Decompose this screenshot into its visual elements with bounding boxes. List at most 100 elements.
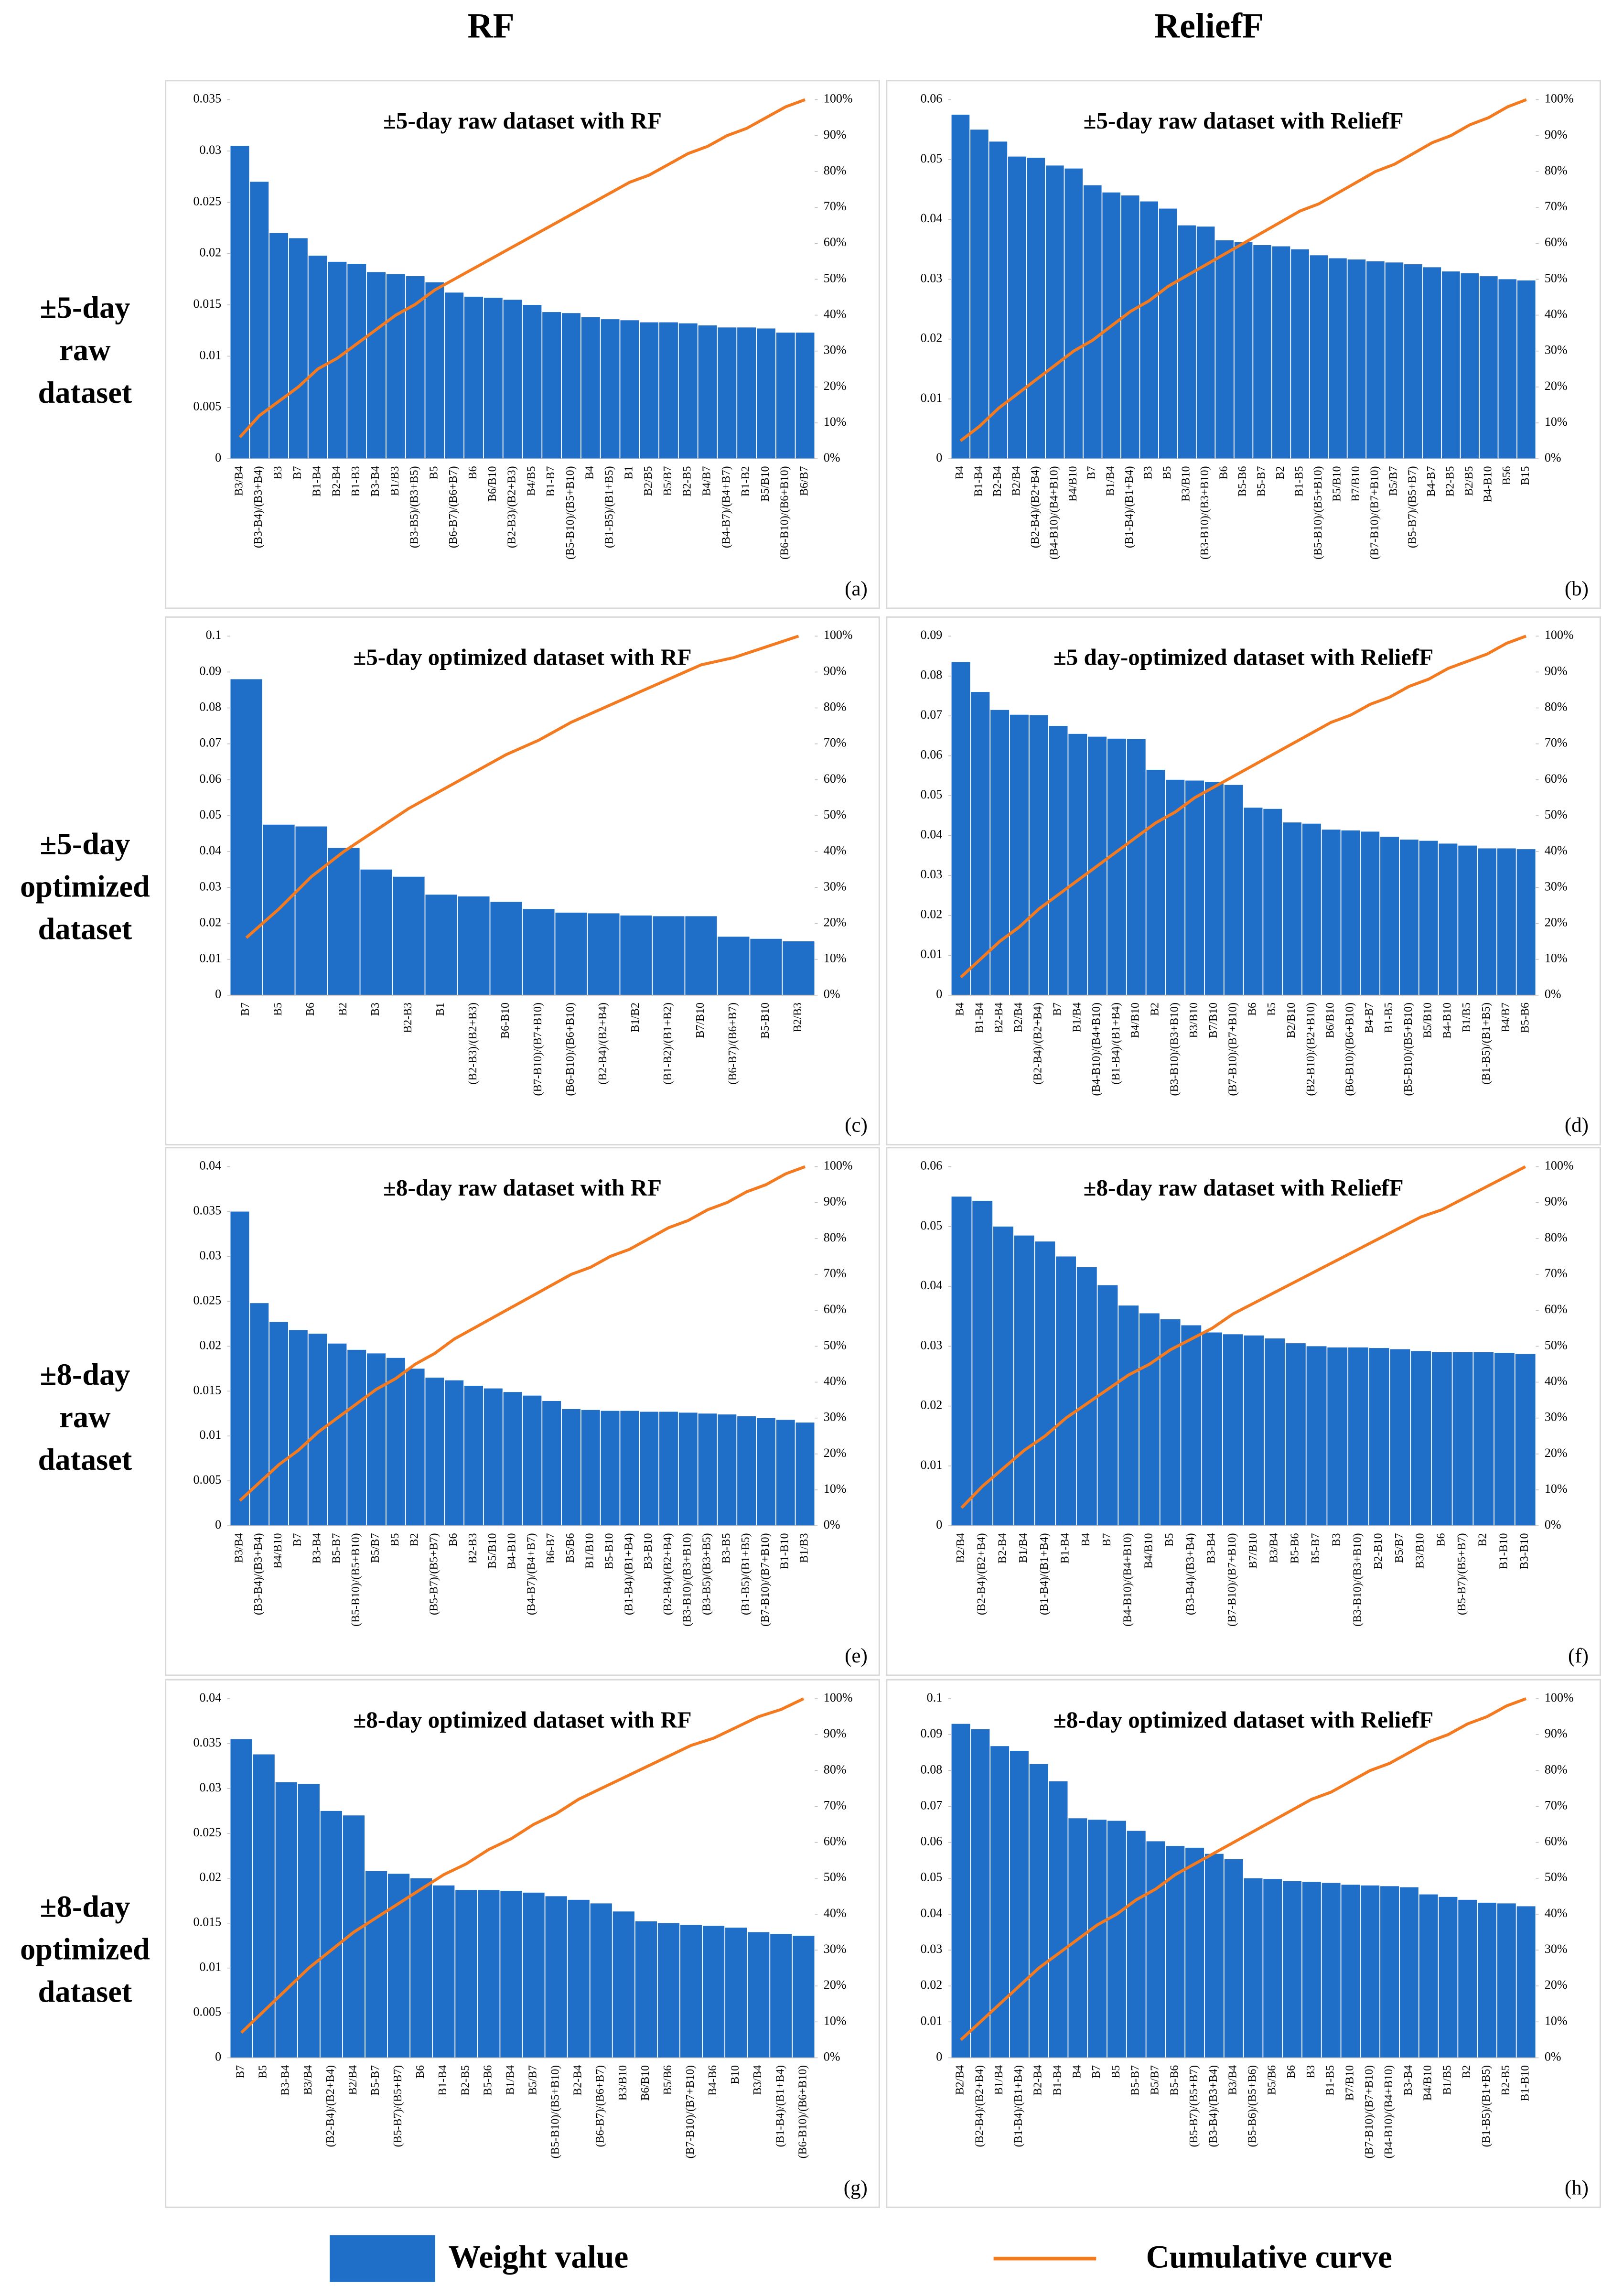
y2-tick-label: 90% [1545, 664, 1568, 678]
x-tick-label: B5/B7 [369, 1533, 382, 1563]
x-tick-label: B15 [1519, 466, 1532, 485]
row-label: optimized [20, 870, 150, 904]
x-tick-label: B5-B6 [1168, 2065, 1181, 2096]
x-tick-label: (B1-B2)/(B1+B2) [662, 1002, 674, 1085]
row-label: optimized [20, 1932, 150, 1966]
x-tick-label: B7 [291, 1533, 304, 1546]
x-tick-label: B5/B10 [486, 1533, 499, 1568]
x-tick-label: B2-B5 [681, 466, 694, 496]
y-tick-label: 0.09 [921, 628, 943, 642]
x-tick-label: B5 [257, 2065, 269, 2079]
x-tick-label: B1/B4 [1017, 1533, 1030, 1563]
bar [1361, 831, 1380, 995]
bar [1088, 1820, 1107, 2058]
y2-tick-label: 0% [824, 987, 840, 1001]
x-tick-label: B4 [954, 1002, 967, 1016]
bar [601, 319, 620, 459]
bar [503, 1392, 522, 1526]
cumulative-curve [245, 635, 799, 939]
x-tick-label: B6 [467, 466, 479, 479]
bar [989, 141, 1008, 459]
column-header: RF [467, 6, 514, 45]
x-tick-label: (B1-B4)/(B1+B4) [1012, 2065, 1025, 2147]
y2-tick-label: 10% [1545, 415, 1568, 429]
y2-tick-label: 70% [824, 1266, 847, 1280]
y-tick-label: 0.035 [193, 1204, 222, 1218]
x-tick-label: B3-B5 [720, 1533, 732, 1563]
y2-tick-label: 20% [1545, 1978, 1568, 1992]
y2-tick-label: 20% [1545, 379, 1568, 393]
chart-title: ±5-day optimized dataset with RF [353, 644, 691, 670]
x-tick-label: (B1-B5)/(B1+B5) [740, 1533, 752, 1615]
y2-tick-label: 0% [1545, 1518, 1561, 1531]
bar [1390, 1349, 1410, 1526]
x-tick-label: B6 [1435, 1533, 1447, 1546]
bar [678, 323, 698, 459]
bar [718, 937, 750, 995]
bar [659, 322, 678, 459]
x-tick-label: B6/B10 [486, 466, 499, 501]
bar [1049, 726, 1068, 995]
y-tick-label: 0.06 [921, 1159, 943, 1173]
bar [1361, 1885, 1380, 2058]
bar [1127, 1831, 1146, 2058]
bar [1452, 1352, 1473, 1526]
y-tick-label: 0.005 [193, 2005, 222, 2019]
x-tick-label: B1-B5 [1293, 466, 1306, 496]
x-tick-label: B5 [1110, 2065, 1122, 2079]
bar [1185, 780, 1204, 995]
panel-label: (b) [1565, 578, 1589, 600]
bar [269, 1322, 289, 1526]
cumulative-curve [240, 1697, 805, 2034]
cumulative-curve [959, 635, 1527, 979]
x-tick-label: B1/B3 [389, 466, 401, 496]
y-tick-label: 0.035 [193, 92, 222, 106]
row-label: dataset [38, 376, 132, 410]
y2-tick-label: 40% [824, 843, 847, 857]
y-tick-label: 0.05 [921, 1870, 943, 1884]
bar [1224, 1859, 1243, 2058]
bar [386, 1358, 405, 1526]
legend-label: Cumulative curve [1146, 2239, 1392, 2274]
bar [1461, 273, 1479, 459]
y-tick-label: 0.025 [193, 1825, 222, 1839]
x-tick-label: B1-B2 [740, 466, 752, 496]
x-tick-label: B3 [1331, 1533, 1343, 1546]
y2-tick-label: 40% [824, 1906, 847, 1920]
x-tick-label: B1-B4 [311, 466, 323, 496]
x-tick-label: B3-B4 [279, 2065, 292, 2096]
y2-tick-label: 30% [1545, 1410, 1568, 1424]
y2-tick-label: 30% [824, 1410, 847, 1424]
x-tick-label: B1 [434, 1002, 447, 1016]
y-tick-label: 0 [936, 2049, 942, 2063]
bar [1458, 845, 1477, 995]
y2-tick-label: 80% [1545, 163, 1568, 177]
bar [1341, 1885, 1360, 2058]
y2-tick-label: 10% [1545, 951, 1568, 965]
bar [1310, 255, 1328, 459]
y-tick-label: 0.02 [200, 246, 222, 259]
y2-tick-label: 70% [1545, 1798, 1568, 1812]
bar [1029, 1764, 1048, 2058]
bar [698, 1413, 717, 1526]
bar [1202, 1332, 1222, 1526]
x-tick-label: B2-B10 [1372, 1533, 1385, 1569]
x-tick-label: B5-B7 [1256, 466, 1268, 496]
x-tick-label: (B7-B10)/(B7+B10) [759, 1533, 772, 1626]
y2-tick-label: 20% [1545, 1446, 1568, 1460]
x-tick-label: (B4-B10)/(B4+B10) [1383, 2065, 1395, 2158]
bar [770, 1934, 792, 2058]
x-tick-label: B2-B3 [402, 1002, 414, 1033]
y-tick-label: 0.02 [200, 915, 222, 929]
y-tick-label: 0 [936, 987, 942, 1001]
x-tick-label: B5-B6 [1236, 466, 1249, 496]
bar [1029, 715, 1048, 995]
y2-tick-label: 80% [824, 700, 847, 714]
y2-tick-label: 80% [824, 163, 847, 177]
bar [1263, 808, 1282, 995]
y2-tick-label: 90% [1545, 128, 1568, 141]
row-label: dataset [38, 1443, 132, 1477]
y-tick-label: 0.03 [200, 1248, 222, 1262]
panel-border [165, 80, 880, 609]
x-tick-label: B3-B4 [1205, 1533, 1218, 1563]
